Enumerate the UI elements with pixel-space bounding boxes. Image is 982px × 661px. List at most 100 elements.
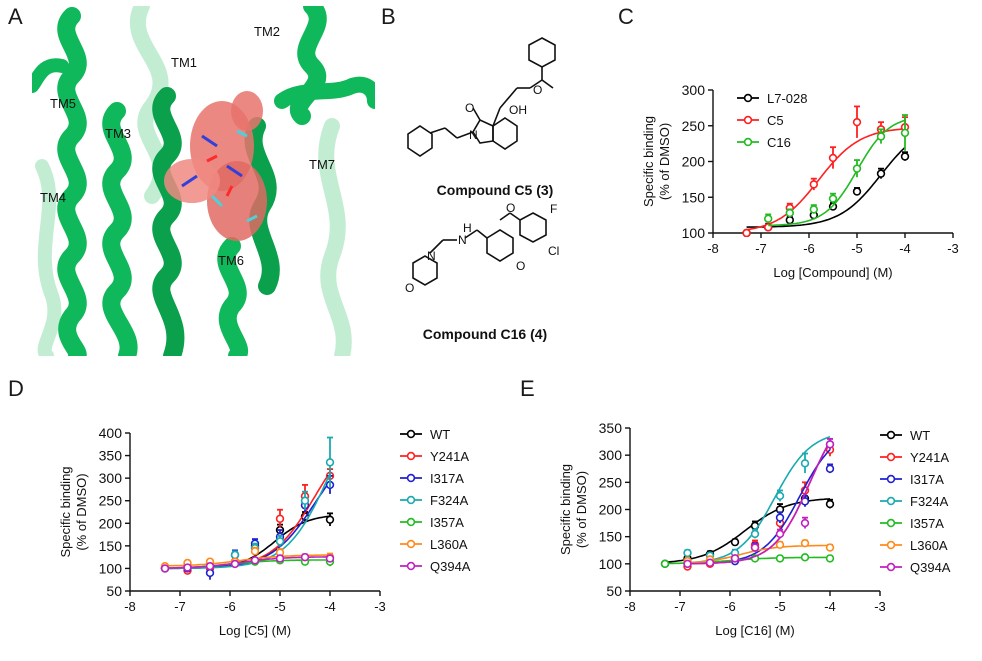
c16-amine-hydrogen: H <box>463 221 472 235</box>
series-q394a <box>683 437 835 569</box>
legend-swatch-marker <box>406 539 416 549</box>
legend-label: I357A <box>430 515 464 530</box>
legend-swatch-marker <box>886 540 896 550</box>
data-point <box>825 440 835 449</box>
x-tick-label: -8 <box>707 241 719 256</box>
legend-swatch-marker <box>406 495 416 505</box>
x-tick-label: -3 <box>874 599 886 614</box>
y-axis-label-line-2: (% of DMSO) <box>574 471 589 548</box>
data-point <box>250 556 260 565</box>
panel-letter-b: B <box>381 4 396 29</box>
legend-item-q394a: Q394A <box>400 559 471 574</box>
axes <box>125 432 381 596</box>
y-tick-label: 250 <box>99 493 123 509</box>
legend-item-f324a: F324A <box>880 494 949 509</box>
ligand-cluster <box>164 91 267 241</box>
legend-swatch-marker <box>886 474 896 484</box>
y-tick-label: 50 <box>106 583 122 599</box>
protein-structure-illustration: TM1 TM2 TM3 TM4 TM5 TM6 TM7 <box>32 6 375 356</box>
chart-panel-d: -8 -7 -6 -5 -4 -3 50 100 150 200 250 300 350 400 Log [… <box>58 425 471 638</box>
compound-c16-caption: Compound C16 (4) <box>423 326 547 342</box>
legend-item-i357a: I357A <box>400 515 464 530</box>
data-point <box>775 529 785 539</box>
y-axis-label: Specific binding (% of DMSO) <box>641 116 672 207</box>
panel-letter-c: C <box>618 4 634 29</box>
x-axis-label: Log [C16] (M) <box>715 623 794 638</box>
tm5-label: TM5 <box>50 96 76 111</box>
data-point <box>325 554 335 563</box>
data-point <box>876 169 886 178</box>
data-point <box>775 513 785 522</box>
x-tick-label: -6 <box>803 241 815 256</box>
x-tick-label: -8 <box>124 599 136 614</box>
legend-item-wt: WT <box>880 428 930 443</box>
data-point <box>775 491 785 501</box>
c16-chlorine: Cl <box>548 244 559 258</box>
data-point <box>750 543 760 552</box>
data-point <box>852 187 862 196</box>
data-point <box>775 554 785 563</box>
data-point <box>900 128 910 138</box>
legend-item-i317a: I317A <box>400 471 464 486</box>
y-tick-label: 100 <box>682 225 706 241</box>
x-tick-label: -5 <box>274 599 286 614</box>
legend-swatch-marker <box>886 430 896 440</box>
legend-item-y241a: Y241A <box>880 450 949 465</box>
legend-item-wt: WT <box>400 427 450 442</box>
data-point <box>825 554 835 563</box>
c5-nitrogen: N <box>469 128 478 142</box>
data-point <box>900 152 910 161</box>
data-point <box>683 548 692 558</box>
legend-label: I317A <box>910 472 944 487</box>
panel-letter-a: A <box>8 4 23 29</box>
series-l7-028 <box>742 146 910 237</box>
data-point <box>300 496 310 505</box>
legend-label: F324A <box>910 494 949 509</box>
data-point <box>764 214 773 223</box>
fit-curve <box>746 146 906 228</box>
tm1-label: TM1 <box>171 55 197 70</box>
chart-panel-e: -8 -7 -6 -5 -4 -3 50 100 150 200 250 300 350 Log [C16… <box>558 420 951 638</box>
data-point <box>809 180 819 189</box>
data-point <box>250 547 260 556</box>
y-axis-label-line-1: Specific binding <box>641 116 656 207</box>
y-tick-label: 200 <box>99 515 123 531</box>
data-point <box>750 529 760 539</box>
y-axis-label: Specific binding (% of DMSO) <box>558 464 589 555</box>
data-point <box>828 194 838 203</box>
data-point <box>205 561 215 571</box>
y-axis-label-line-2: (% of DMSO) <box>74 473 89 550</box>
data-point <box>809 205 819 214</box>
y-tick-label: 100 <box>99 560 123 576</box>
y-tick-label: 350 <box>99 448 123 464</box>
legend-label: Y241A <box>430 449 469 464</box>
x-tick-label: -7 <box>174 599 186 614</box>
data-point <box>660 559 670 569</box>
y-tick-label: 150 <box>682 189 706 205</box>
data-point <box>825 499 835 509</box>
axes <box>708 89 954 238</box>
x-tick-label: -6 <box>224 599 236 614</box>
fit-curve <box>165 473 331 570</box>
c5-ketone-oxygen: O <box>533 83 542 97</box>
data-point <box>800 459 810 468</box>
chemical-structures-drawing: O O OH N F O Cl O H N N O Compound C5 (3… <box>405 37 559 342</box>
c16-methoxy-oxygen: O <box>516 259 525 273</box>
data-point <box>230 559 240 569</box>
c16-morpholine-nitrogen: N <box>427 249 436 263</box>
compound-c5-caption: Compound C5 (3) <box>437 182 554 198</box>
data-point <box>705 558 715 567</box>
data-point <box>852 117 862 127</box>
data-point <box>300 552 310 562</box>
data-point <box>730 554 740 563</box>
legend-item-f324a: F324A <box>400 493 469 508</box>
data-point <box>785 208 795 218</box>
data-point <box>800 518 810 528</box>
y-tick-label: 350 <box>599 420 623 436</box>
legend-swatch-marker <box>406 451 416 461</box>
structure-drawing: TM1 TM2 TM3 TM4 TM5 TM6 TM7 <box>32 6 375 356</box>
y-tick-label: 150 <box>599 529 623 545</box>
legend-label: WT <box>910 428 930 443</box>
legend-swatch-marker <box>406 517 416 527</box>
c5-hydroxyl: OH <box>509 103 527 117</box>
